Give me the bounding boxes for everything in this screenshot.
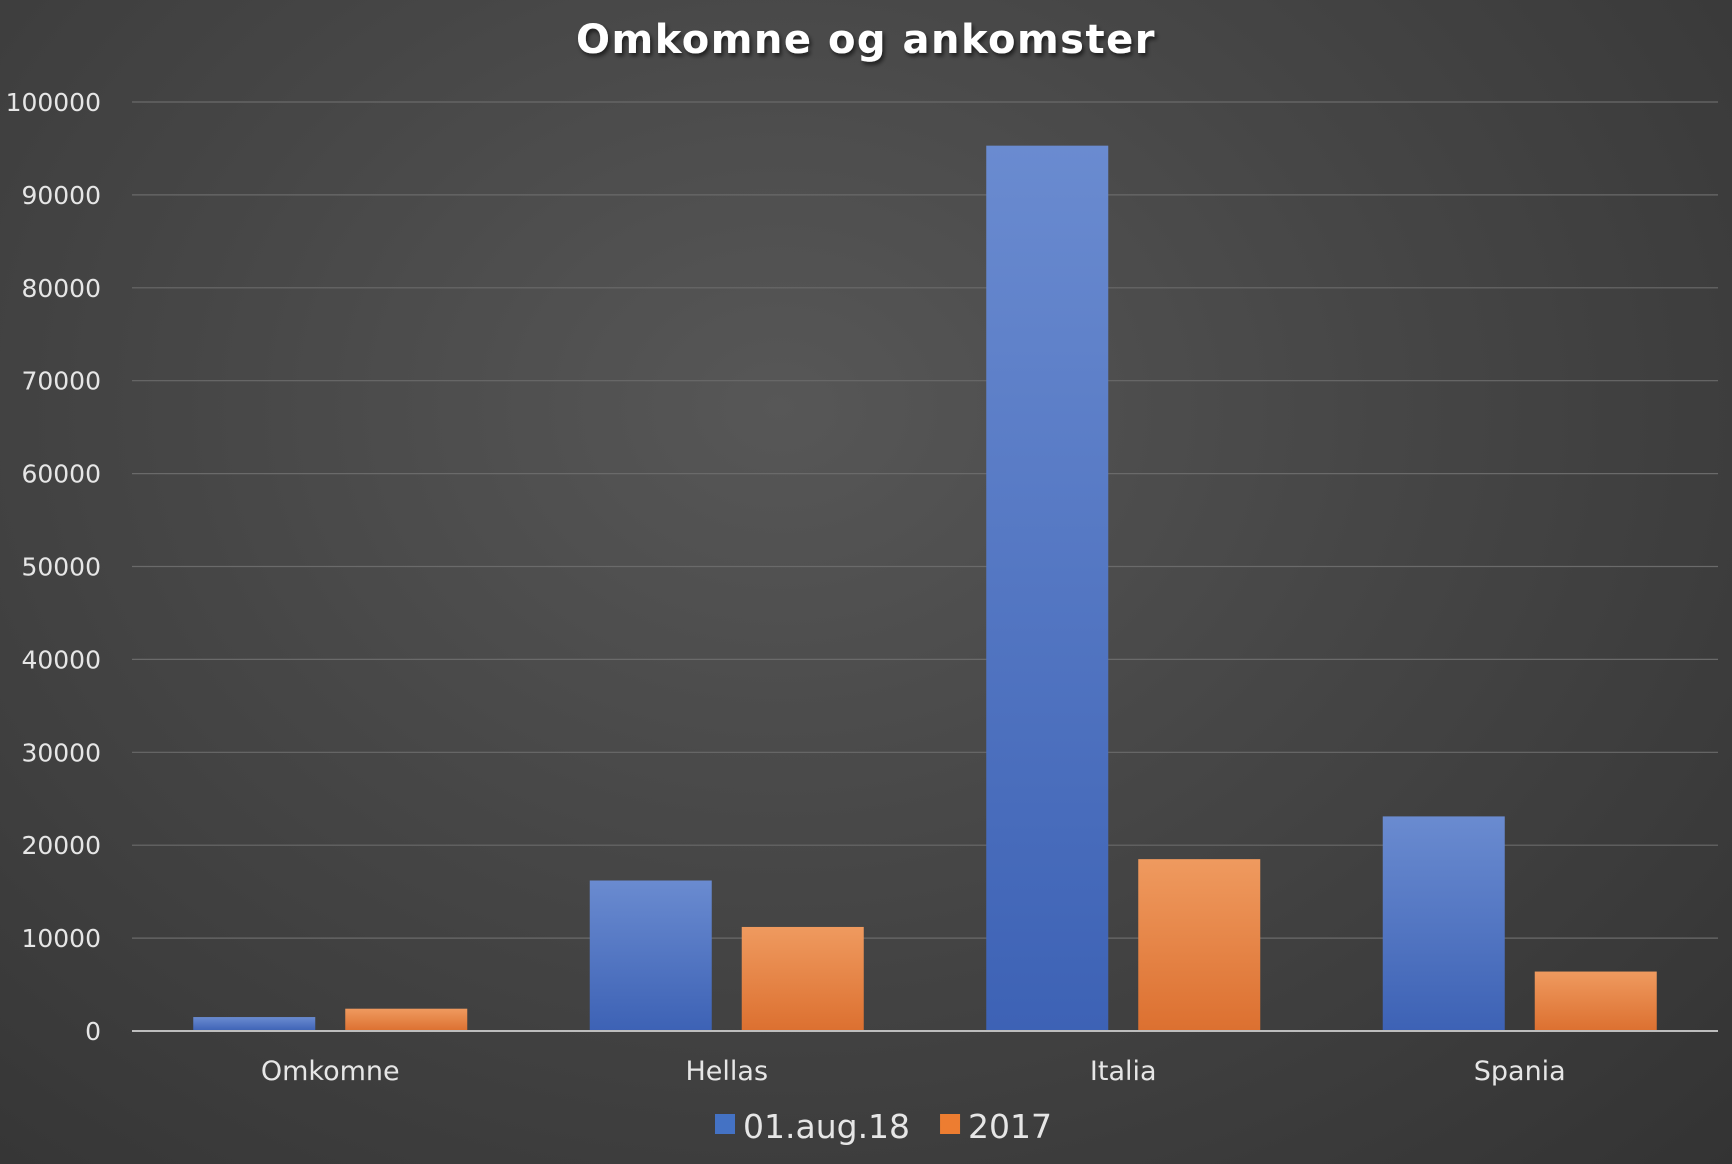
legend-label: 01.aug.18 xyxy=(743,1107,910,1146)
bar-spania-series-1 xyxy=(1382,816,1505,1031)
y-tick-label: 50000 xyxy=(21,553,101,582)
y-axis-ticks: 0 10000 20000 30000 40000 50000 60000 70000 8000… xyxy=(6,88,101,1046)
y-tick-label: 90000 xyxy=(21,181,101,210)
y-tick-label: 70000 xyxy=(21,367,101,396)
bar-hellas-series-1 xyxy=(589,880,712,1031)
y-tick-label: 60000 xyxy=(21,460,101,489)
gridlines xyxy=(132,101,1718,939)
bars xyxy=(193,145,1657,1032)
x-category-label: Italia xyxy=(1090,1056,1157,1087)
y-tick-label: 40000 xyxy=(21,645,101,674)
x-category-label: Spania xyxy=(1474,1056,1566,1087)
x-category-label: Omkomne xyxy=(261,1056,400,1087)
x-category-label: Hellas xyxy=(685,1056,768,1087)
y-tick-label: 80000 xyxy=(21,274,101,303)
bar-hellas-series-2 xyxy=(741,926,864,1031)
y-tick-label: 30000 xyxy=(21,738,101,767)
legend-swatch xyxy=(715,1114,735,1134)
y-tick-label: 0 xyxy=(85,1017,101,1046)
x-axis-categories: Omkomne Hellas Italia Spania xyxy=(261,1056,1566,1087)
legend-swatch xyxy=(940,1114,961,1134)
bar-italia-series-1 xyxy=(986,145,1109,1032)
bar-omkomne-series-1 xyxy=(193,1017,316,1031)
y-tick-label: 20000 xyxy=(21,831,101,860)
legend: 01.aug.18 2017 xyxy=(715,1107,1052,1146)
y-tick-label: 100000 xyxy=(6,88,101,117)
chart-title: Omkomne og ankomster xyxy=(576,17,1156,63)
y-tick-label: 10000 xyxy=(21,924,101,953)
bar-spania-series-2 xyxy=(1534,971,1657,1031)
bar-omkomne-series-2 xyxy=(345,1008,468,1031)
bar-italia-series-2 xyxy=(1138,859,1261,1031)
legend-label: 2017 xyxy=(968,1107,1052,1146)
